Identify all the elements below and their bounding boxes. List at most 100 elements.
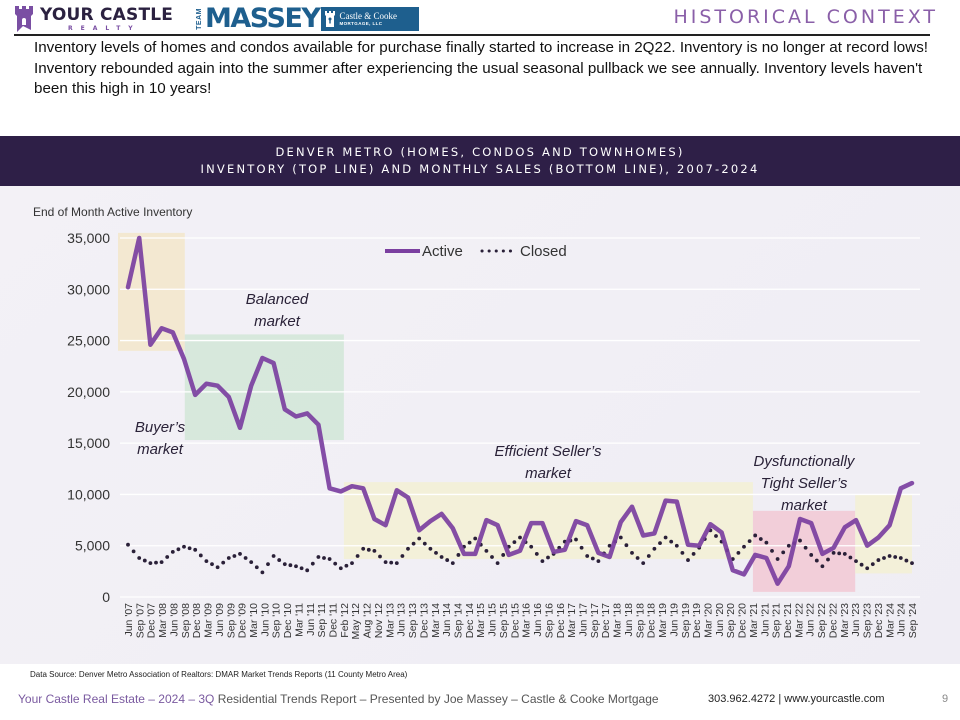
closed-dot-23	[389, 560, 394, 565]
closed-dot-69	[904, 558, 909, 563]
closed-point-4	[170, 549, 175, 554]
chart-title-line-1: DENVER METRO (HOMES, CONDOS AND TOWNHOME…	[275, 145, 685, 159]
zone-dysfunctional-3	[752, 510, 856, 592]
x-tick-label-66: Dec '23	[873, 603, 885, 638]
closed-dot-65	[859, 562, 864, 567]
closed-dot-30	[467, 540, 472, 545]
page-title: HISTORICAL CONTEXT	[673, 6, 938, 28]
header: YOUR CASTLE REALTY TEAM MASSEY Castle & …	[0, 0, 960, 36]
annotation-dysfunctional-line-2: market	[781, 497, 828, 514]
closed-dot-34	[512, 540, 517, 545]
x-tick-label-46: Dec '18	[646, 603, 658, 638]
intro-paragraph: Inventory levels of homes and condos ava…	[34, 39, 929, 97]
y-tick-label-5000: 5,000	[75, 538, 110, 554]
closed-point-23	[383, 560, 388, 565]
closed-point-61	[809, 553, 814, 557]
y-tick-label-0: 0	[102, 589, 110, 605]
closed-dot-18	[333, 561, 338, 566]
closed-dot-61	[814, 558, 819, 563]
x-tick-label-24: Jun '13	[396, 603, 408, 637]
contact-info[interactable]: 303.962.4272 | www.yourcastle.com	[708, 693, 885, 705]
closed-point-45	[630, 550, 634, 555]
closed-dot-8	[221, 560, 226, 565]
closed-point-47	[652, 546, 657, 551]
closed-point-33	[495, 561, 500, 566]
closed-dot-5	[187, 546, 192, 551]
x-tick-label-33: Sep '15	[498, 603, 510, 638]
closed-point-8	[215, 565, 220, 570]
x-tick-label-69: Sep '24	[907, 603, 919, 638]
closed-point-31	[473, 536, 478, 541]
closed-point-6	[193, 547, 198, 552]
closed-dot-49	[680, 550, 685, 555]
closed-point-70	[910, 561, 914, 566]
closed-point-37	[540, 559, 545, 563]
closed-point-40	[574, 537, 578, 542]
legend-closed-label: Closed	[520, 243, 567, 260]
closed-point-25	[406, 546, 410, 551]
logo-castle-main: YOUR CASTLE	[40, 4, 174, 25]
closed-dot-62	[826, 557, 830, 562]
x-tick-label-27: Mar '14	[430, 603, 442, 638]
closed-dot-56	[758, 537, 763, 541]
keyhole-castle-icon	[325, 11, 336, 27]
closed-point-21	[361, 546, 366, 551]
team-massey-logo[interactable]: TEAM MASSEY Castle & Cooke MORTGAGE, LLC	[196, 5, 420, 32]
y-tick-label-15000: 15,000	[67, 435, 110, 451]
y-tick-label-20000: 20,000	[67, 384, 110, 400]
annotation-balanced-line-1: market	[254, 313, 301, 330]
closed-point-56	[753, 533, 758, 538]
x-tick-label-52: Jun '20	[714, 603, 726, 637]
castle-cooke-badge: Castle & Cooke MORTGAGE, LLC	[321, 7, 420, 31]
page-number: 9	[942, 693, 949, 705]
closed-dot-4	[176, 547, 181, 552]
x-tick-label-15: Mar '11	[293, 603, 305, 637]
closed-dot-40	[579, 545, 584, 550]
x-tick-label-61: Sep '22	[816, 603, 828, 638]
closed-point-58	[775, 557, 780, 561]
closed-dot-6	[198, 553, 203, 558]
closed-point-66	[865, 566, 870, 571]
report-footer: Your Castle Real Estate – 2024 – 3Q Resi…	[18, 692, 659, 706]
closed-dot-55	[747, 539, 752, 543]
data-source-note: Data Source: Denver Metro Association of…	[30, 670, 408, 679]
logo-team-label: TEAM	[196, 8, 203, 30]
annotation-dysfunctional-line-1: Tight Seller’s	[761, 475, 848, 492]
x-tick-label-50: Dec '19	[691, 603, 703, 638]
closed-point-0	[126, 542, 130, 547]
closed-dot-33	[501, 553, 506, 557]
closed-dot-19	[344, 563, 349, 568]
closed-dot-29	[456, 553, 461, 557]
closed-point-59	[786, 543, 791, 548]
annotation-buyer-line-0: Buyer’s	[135, 419, 186, 436]
x-tick-label-28: Jun '14	[441, 603, 453, 637]
x-tick-label-56: Jun '21	[759, 603, 771, 637]
closed-dot-44	[624, 543, 629, 548]
x-tick-label-59: Mar '22	[793, 603, 805, 638]
x-tick-label-62: Dec '22	[827, 603, 839, 638]
x-tick-label-12: Jun '10	[259, 603, 271, 637]
closed-point-24	[394, 561, 399, 566]
closed-point-7	[204, 559, 209, 563]
x-tick-label-54: Dec '20	[737, 603, 749, 638]
footer-brand: Your Castle Real Estate – 2024 – 3Q	[18, 692, 218, 706]
closed-dot-41	[590, 556, 595, 561]
closed-point-46	[641, 561, 646, 566]
closed-dot-25	[411, 541, 416, 546]
closed-dot-64	[848, 555, 853, 560]
closed-dot-48	[669, 539, 674, 544]
closed-point-3	[159, 560, 164, 565]
closed-point-1	[137, 556, 142, 560]
x-tick-label-23: Mar '13	[384, 603, 396, 638]
x-tick-label-4: Jun '08	[168, 603, 180, 637]
closed-point-48	[663, 535, 668, 540]
x-tick-label-49: Sep '19	[680, 603, 692, 638]
closed-dot-58	[781, 550, 786, 555]
closed-point-27	[428, 546, 433, 551]
your-castle-logo[interactable]: YOUR CASTLE REALTY	[14, 5, 173, 33]
closed-dot-3	[165, 555, 170, 559]
y-tick-label-25000: 25,000	[67, 333, 110, 349]
x-tick-label-39: Mar '17	[566, 603, 578, 638]
x-tick-label-64: Jun '23	[850, 603, 862, 637]
logo-castle-sub: REALTY	[68, 24, 141, 32]
